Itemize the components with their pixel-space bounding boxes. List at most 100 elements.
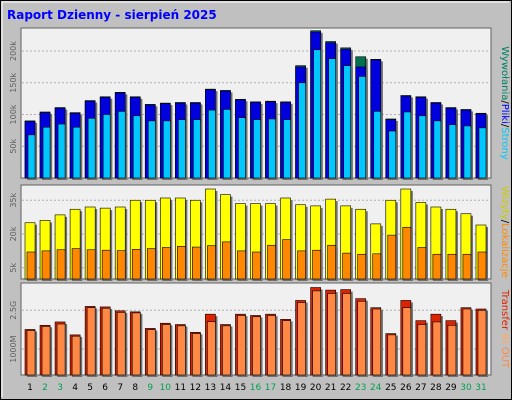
x-tick-label: 4: [72, 383, 78, 393]
bar-sites: [372, 253, 382, 280]
bar-pages: [283, 119, 291, 179]
bar-pages: [223, 109, 231, 179]
bar-traffic-out: [207, 321, 216, 376]
bar-pages: [313, 49, 321, 179]
chart-title: Raport Dzienny - sierpień 2025: [7, 8, 217, 22]
y-tick-label: 150k: [9, 72, 18, 92]
y-tick-label: 5k: [9, 263, 18, 273]
x-tick-label: 3: [57, 383, 63, 393]
bar-sites: [462, 253, 472, 280]
x-tick-label: 11: [175, 383, 186, 393]
bar-traffic-out: [101, 307, 111, 376]
bar-sites: [447, 253, 457, 280]
x-tick-label: 31: [475, 383, 486, 393]
x-tick-label: 6: [102, 383, 108, 393]
bar-sites: [252, 251, 261, 280]
bar-pages: [27, 134, 36, 179]
bar-pages: [418, 115, 427, 179]
bar-sites: [26, 251, 36, 280]
bar-traffic-out: [177, 325, 186, 376]
bar-sites: [237, 250, 246, 280]
bar-sites: [267, 244, 276, 280]
x-tick-label: 27: [415, 383, 426, 393]
bar-traffic-out: [462, 308, 472, 376]
bar-traffic-out: [372, 308, 382, 376]
x-tick-label: 20: [310, 383, 322, 393]
bar-pages: [57, 123, 66, 179]
bar-sites: [297, 250, 306, 280]
legend-entry: Strony: [499, 127, 510, 160]
bar-pages: [238, 117, 246, 179]
bar-pages: [253, 119, 261, 179]
bar-sites: [207, 245, 216, 280]
bar-pages: [162, 120, 171, 179]
bar-traffic-out: [447, 325, 457, 376]
y-tick-label: 100k: [9, 104, 18, 124]
legend-entry: /: [499, 220, 510, 224]
bar-pages: [298, 82, 306, 179]
bar-traffic-out: [417, 324, 427, 376]
bar-sites: [131, 249, 141, 280]
legend-entry: /: [499, 100, 510, 104]
bar-sites: [402, 226, 412, 280]
bar-sites: [101, 249, 111, 280]
bar-pages: [463, 125, 472, 179]
y-tick-label: 200k: [9, 41, 18, 61]
bar-traffic-out: [297, 302, 306, 376]
bar-pages: [87, 118, 96, 179]
y-tick-label: 20k: [9, 226, 18, 241]
bar-traffic-out: [41, 326, 51, 376]
bar-traffic-out: [71, 335, 81, 376]
legend-entry: Lokalizacje: [499, 223, 510, 278]
bar-traffic-out: [342, 293, 352, 376]
bar-traffic-out: [252, 316, 261, 376]
bar-sites: [146, 248, 156, 280]
bar-pages: [178, 119, 186, 179]
bar-pages: [478, 127, 487, 179]
x-tick-label: 12: [190, 383, 201, 393]
x-tick-label: 22: [340, 383, 351, 393]
bar-pages: [193, 119, 201, 179]
bar-traffic-out: [432, 321, 442, 376]
x-tick-label: 23: [355, 383, 366, 393]
bar-sites: [161, 247, 171, 280]
bar-traffic-out: [387, 334, 397, 376]
bar-traffic-out: [192, 333, 201, 376]
bar-traffic-out: [56, 323, 66, 376]
x-tick-label: 7: [117, 383, 123, 393]
bar-traffic-out: [312, 290, 321, 376]
bar-pages: [268, 118, 276, 179]
x-tick-label: 30: [460, 383, 472, 393]
bar-sites: [417, 247, 427, 280]
bar-pages: [72, 126, 81, 179]
bar-traffic-out: [86, 307, 96, 376]
x-tick-label: 16: [250, 383, 262, 393]
bar-sites: [116, 250, 126, 280]
x-tick-label: 10: [160, 383, 172, 393]
legend-bottom: Transfer IN OUT: [499, 289, 510, 369]
x-tick-label: 2: [42, 383, 48, 393]
x-tick-label: 26: [400, 383, 412, 393]
bar-traffic-out: [267, 315, 276, 376]
x-tick-label: 13: [205, 383, 216, 393]
bar-traffic-out: [222, 325, 231, 376]
x-tick-label: 15: [235, 383, 246, 393]
bar-traffic-out: [131, 312, 141, 376]
bar-sites: [86, 249, 96, 280]
legend-entry: IN: [499, 330, 510, 347]
bar-sites: [222, 241, 231, 280]
bar-traffic-out: [116, 312, 126, 376]
bar-pages: [403, 111, 412, 179]
x-tick-label: 19: [295, 383, 307, 393]
x-tick-label: 25: [385, 383, 396, 393]
x-tick-label: 17: [265, 383, 276, 393]
x-tick-label: 28: [430, 383, 442, 393]
x-tick-label: 8: [132, 383, 138, 393]
bar-pages: [42, 126, 51, 179]
bar-traffic-out: [237, 315, 246, 376]
bar-sites: [432, 253, 442, 280]
bar-sites: [56, 249, 66, 280]
x-tick-label: 29: [445, 383, 457, 393]
x-tick-label: 21: [325, 383, 336, 393]
